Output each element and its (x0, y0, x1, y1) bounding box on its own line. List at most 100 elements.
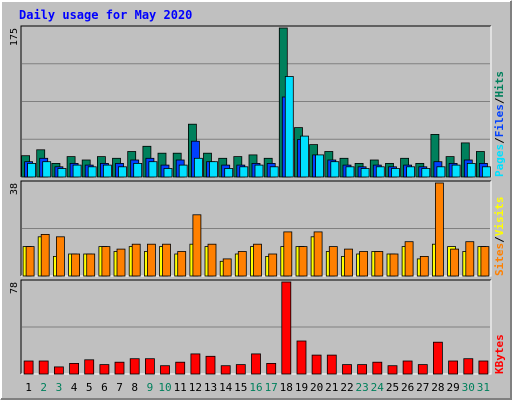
legend: KBytes (493, 334, 506, 374)
bar-kbytes-day-29 (448, 360, 459, 375)
bar-pages-day-10 (163, 168, 173, 178)
bar-pages-day-16 (254, 164, 264, 178)
bar-sites-day-20 (313, 231, 323, 277)
x-tick-label-day-1: 1 (25, 381, 32, 394)
panel-sites-visits: 38 Sites/Visits (9, 180, 506, 277)
x-tick-label-day-11: 11 (174, 381, 187, 394)
bar-pages-day-21 (330, 161, 340, 178)
x-tick-label-day-6: 6 (101, 381, 108, 394)
x-tick-label-day-4: 4 (71, 381, 78, 394)
x-tick-label-day-5: 5 (86, 381, 93, 394)
x-tick-label-day-14: 14 (219, 381, 233, 394)
bar-kbytes-day-2 (38, 360, 49, 375)
x-tick-label-day-29: 29 (446, 381, 459, 394)
bar-kbytes-day-31 (478, 360, 489, 375)
bar-sites-day-7 (116, 248, 126, 277)
x-tick-label-day-8: 8 (131, 381, 138, 394)
bar-pages-day-15 (239, 166, 249, 178)
bar-kbytes-day-26 (402, 360, 413, 375)
bar-sites-day-22 (344, 248, 353, 277)
bar-sites-day-13 (207, 243, 217, 277)
bar-sites-day-26 (404, 241, 414, 277)
x-tick-label-day-17: 17 (265, 381, 278, 394)
bar-kbytes-day-24 (372, 361, 383, 375)
x-tick-label-day-24: 24 (371, 381, 385, 394)
x-axis-day-labels: 1 2 3 4 5 6 7 8 9 10 11 12 13 14 15 16 17 18 19 20 21 22 23 24 2… (25, 381, 490, 394)
bar-kbytes-day-8 (129, 358, 140, 375)
x-tick-label-day-20: 20 (310, 381, 323, 394)
bar-sites-day-24 (374, 251, 384, 277)
bar-kbytes-day-19 (296, 340, 307, 375)
bar-pages-day-8 (133, 162, 143, 178)
bar-pages-day-25 (391, 168, 400, 178)
bar-pages-day-4 (72, 164, 82, 178)
legend: Sites/Visits (493, 197, 506, 277)
y-max-label: 78 (9, 282, 20, 294)
bar-sites-day-18 (283, 231, 293, 277)
bar-pages-day-5 (87, 166, 97, 178)
x-tick-label-day-30: 30 (462, 381, 475, 394)
plot-border-dark (20, 279, 491, 374)
x-tick-label-day-9: 9 (147, 381, 154, 394)
bar-sites-day-16 (253, 243, 262, 277)
bar-kbytes-day-20 (311, 354, 322, 375)
bar-kbytes-day-15 (235, 364, 246, 375)
legend: Pages/Files/Hits (493, 71, 506, 177)
bar-pages-day-26 (406, 166, 416, 178)
bar-sites-day-23 (359, 251, 369, 277)
bar-pages-day-17 (269, 166, 279, 178)
x-tick-label-day-18: 18 (280, 381, 293, 394)
bar-pages-day-11 (178, 164, 188, 178)
x-tick-label-day-28: 28 (431, 381, 444, 394)
x-tick-label-day-15: 15 (234, 381, 247, 394)
bar-pages-day-22 (345, 166, 355, 178)
legend-entry-hits: Hits (493, 71, 506, 98)
bar-pages-day-2 (42, 161, 52, 178)
x-tick-label-day-22: 22 (340, 381, 353, 394)
panel-kbytes: 78 KBytes (9, 279, 506, 375)
bar-sites-day-1 (25, 246, 35, 277)
x-tick-label-day-12: 12 (189, 381, 202, 394)
plot-border-dark (20, 180, 491, 276)
x-tick-label-day-13: 13 (204, 381, 217, 394)
bar-sites-day-25 (389, 253, 399, 277)
bar-sites-day-19 (298, 246, 308, 277)
legend-entry-kbytes: KBytes (493, 334, 506, 374)
bar-sites-day-11 (177, 251, 187, 277)
bar-kbytes-day-18 (281, 281, 292, 375)
bar-kbytes-day-5 (84, 359, 95, 375)
bar-sites-day-4 (71, 253, 80, 277)
panel-hits-files-pages: 175 Pages/Files/Hits (9, 25, 506, 178)
bar-sites-day-30 (465, 241, 475, 277)
bar-pages-day-18 (284, 76, 294, 178)
bar-sites-day-12 (192, 214, 202, 277)
y-max-label: 175 (9, 28, 20, 46)
bar-sites-day-8 (131, 243, 141, 277)
bar-kbytes-day-23 (357, 364, 368, 375)
bar-kbytes-day-21 (326, 354, 337, 375)
bar-sites-day-28 (434, 182, 444, 277)
bar-kbytes-day-9 (144, 358, 155, 375)
x-tick-label-day-2: 2 (40, 381, 47, 394)
bar-pages-day-28 (436, 166, 446, 178)
bar-kbytes-day-6 (99, 364, 110, 375)
legend-entry-files: Files (493, 104, 506, 137)
legend-separator: / (493, 137, 506, 144)
y-max-label: 38 (9, 183, 20, 195)
x-tick-label-day-25: 25 (386, 381, 399, 394)
bar-pages-day-29 (451, 164, 461, 178)
x-tick-label-day-16: 16 (249, 381, 262, 394)
legend-separator: / (493, 97, 506, 104)
bar-sites-day-29 (450, 248, 460, 277)
bar-kbytes-day-16 (251, 353, 261, 375)
bar-pages-day-1 (27, 162, 37, 178)
x-tick-label-day-21: 21 (325, 381, 338, 394)
bar-pages-day-9 (148, 161, 158, 178)
bar-pages-day-12 (193, 157, 203, 178)
bar-kbytes-day-27 (417, 364, 428, 375)
bar-pages-day-24 (375, 166, 385, 178)
bar-kbytes-day-4 (69, 362, 79, 375)
bar-pages-day-13 (209, 161, 218, 178)
legend-entry-visits: Visits (493, 197, 506, 237)
